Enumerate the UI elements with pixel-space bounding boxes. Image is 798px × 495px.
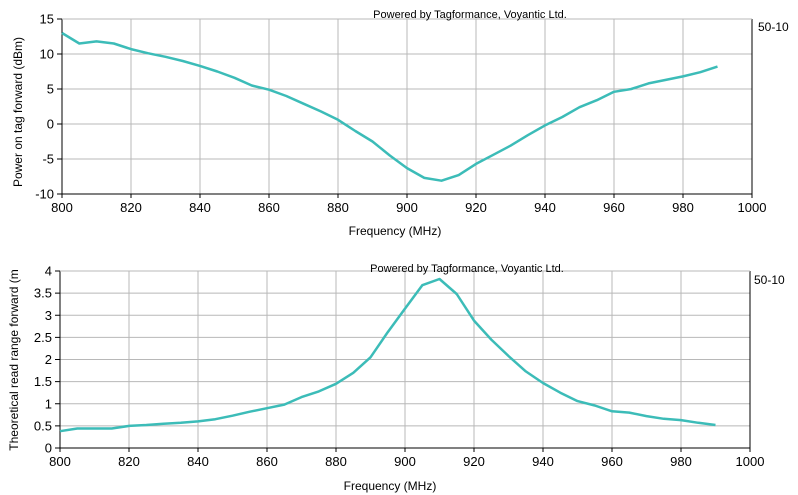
x-tick-label: 800 [51, 200, 73, 215]
y-tick-label: 0 [45, 441, 52, 456]
x-tick-label: 1000 [736, 454, 765, 469]
x-tick-label: 900 [394, 454, 416, 469]
x-tick-label: 960 [601, 454, 623, 469]
x-tick-label: 1000 [738, 200, 767, 215]
y-tick-label: 2 [45, 352, 52, 367]
x-tick-label: 860 [256, 454, 278, 469]
side-label: 50-10 [754, 273, 785, 287]
y-tick-label: 2.5 [34, 330, 52, 345]
x-axis-label: Frequency (MHz) [344, 479, 437, 493]
y-tick-label: 1 [45, 396, 52, 411]
series-line [59, 277, 716, 433]
y-tick-label: 15 [40, 12, 54, 27]
x-tick-label: 860 [258, 200, 280, 215]
y-tick-label: -10 [35, 187, 54, 202]
x-tick-label: 880 [325, 454, 347, 469]
x-tick-label: 880 [327, 200, 349, 215]
y-tick-label: 0 [47, 117, 54, 132]
side-label: 50-10 [758, 20, 789, 34]
x-tick-label: 820 [118, 454, 140, 469]
x-tick-label: 980 [672, 200, 694, 215]
y-tick-label: 5 [47, 82, 54, 97]
y-tick-label: 4 [45, 264, 52, 279]
y-tick-label: -5 [42, 152, 54, 167]
y-tick-label: 3.5 [34, 286, 52, 301]
x-axis-label: Frequency (MHz) [349, 224, 442, 238]
x-tick-label: 960 [603, 200, 625, 215]
x-tick-label: 840 [187, 454, 209, 469]
gridlines [60, 271, 750, 448]
x-tick-label: 820 [120, 200, 142, 215]
credit-text: Powered by Tagformance, Voyantic Ltd. [370, 263, 564, 275]
x-tick-label: 800 [49, 454, 71, 469]
credit-text: Powered by Tagformance, Voyantic Ltd. [373, 9, 567, 21]
x-tick-label: 980 [670, 454, 692, 469]
y-axis-label: Power on tag forward (dBm) [11, 37, 25, 187]
gridlines [62, 19, 752, 194]
y-axis-label: Theoretical read range forward (m [7, 269, 21, 450]
chart-1: 800 820 840 860 880 900 920 940 960 980 1000 -10 -5 0… [11, 9, 789, 238]
x-tick-label: 920 [463, 454, 485, 469]
x-tick-label: 900 [396, 200, 418, 215]
y-tick-label: 3 [45, 308, 52, 323]
x-tick-label: 940 [534, 200, 556, 215]
x-tick-label: 940 [532, 454, 554, 469]
chart-2: 800 820 840 860 880 900 920 940 960 980 1000 0 0.5 1 1… [7, 263, 785, 493]
x-tick-label: 840 [189, 200, 211, 215]
x-tick-label: 920 [465, 200, 487, 215]
y-tick-label: 10 [40, 47, 54, 62]
series-line [61, 31, 718, 182]
y-tick-label: 1.5 [34, 374, 52, 389]
y-tick-label: 0.5 [34, 418, 52, 433]
